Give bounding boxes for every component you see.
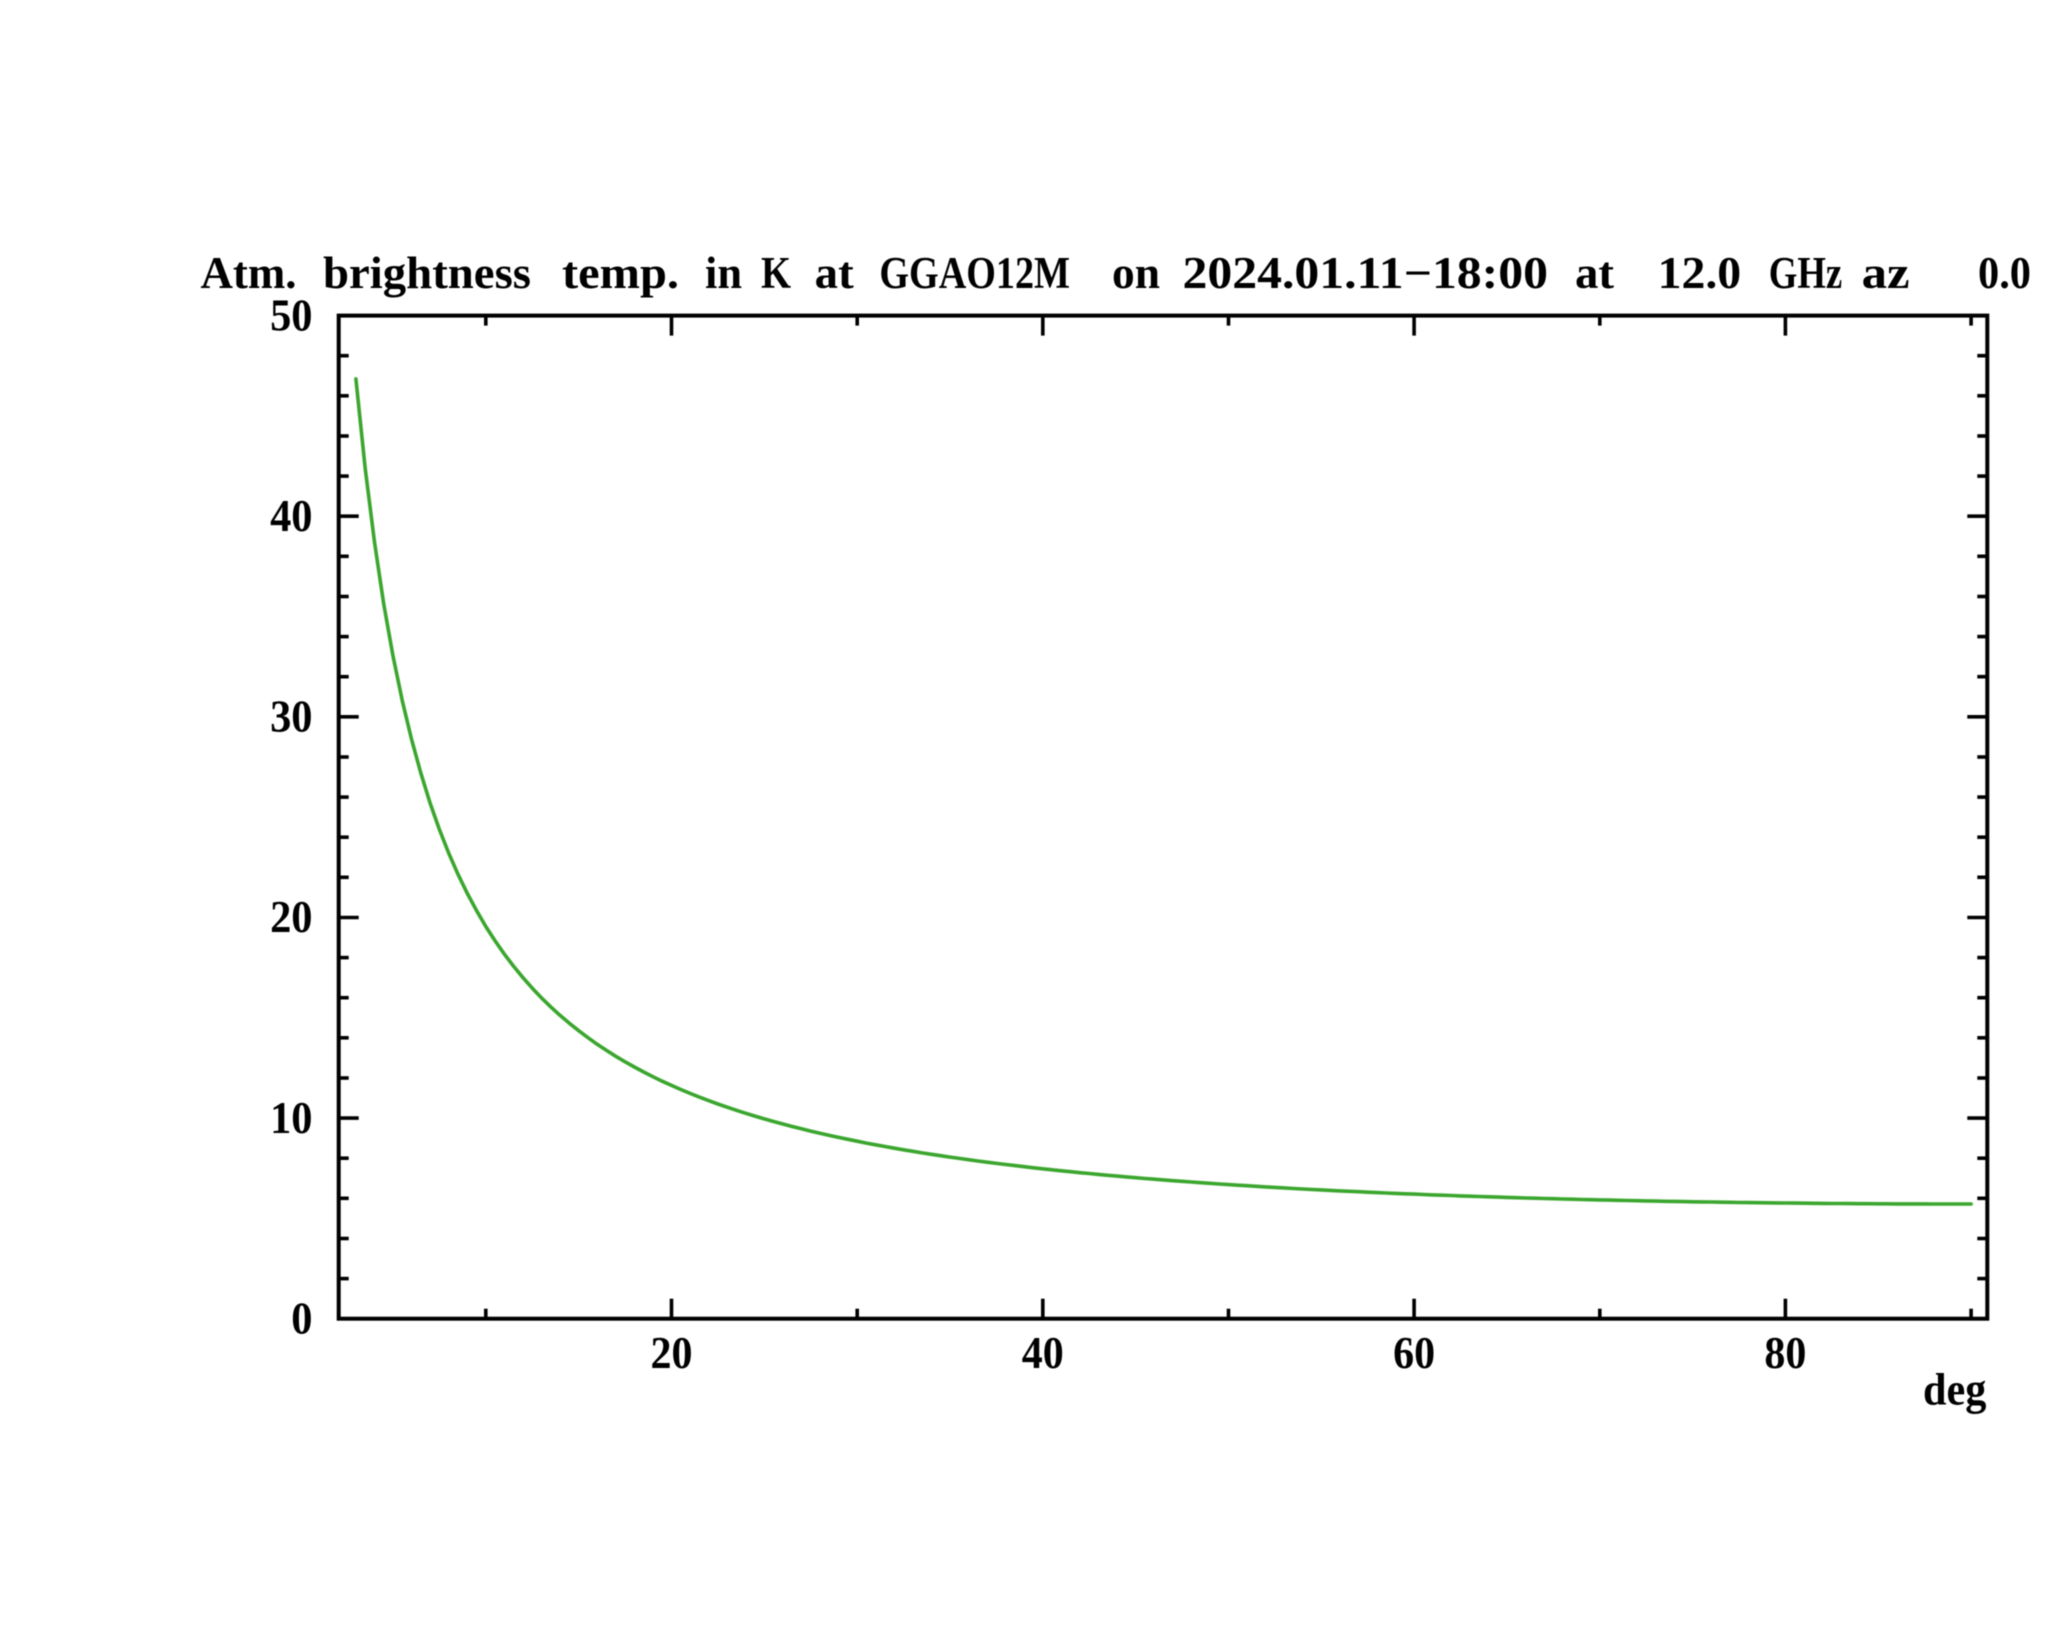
svg-text:20: 20 [651,1328,693,1378]
svg-text:in: in [705,248,742,298]
svg-text:40: 40 [270,491,312,541]
svg-text:0: 0 [291,1293,312,1343]
svg-text:0.0: 0.0 [1978,248,2031,298]
svg-text:at: at [1575,248,1614,298]
svg-text:50: 50 [270,290,312,340]
svg-text:K: K [761,248,791,298]
svg-text:GGAO12M: GGAO12M [879,248,1070,298]
svg-text:80: 80 [1764,1328,1806,1378]
svg-text:30: 30 [270,692,312,742]
svg-text:2024.01.11−18:00: 2024.01.11−18:00 [1183,248,1549,298]
svg-text:brightness: brightness [323,248,531,298]
svg-text:10: 10 [270,1093,312,1143]
svg-text:deg: deg [1923,1365,1987,1415]
svg-text:20: 20 [270,892,312,942]
svg-text:on: on [1112,248,1160,298]
svg-text:12.0: 12.0 [1658,248,1742,298]
svg-text:at: at [815,248,854,298]
svg-text:GHz: GHz [1769,248,1842,298]
svg-text:temp.: temp. [562,248,679,298]
svg-text:Atm.: Atm. [201,248,297,298]
svg-text:40: 40 [1022,1328,1064,1378]
svg-text:az: az [1862,248,1910,298]
svg-text:60: 60 [1393,1328,1435,1378]
